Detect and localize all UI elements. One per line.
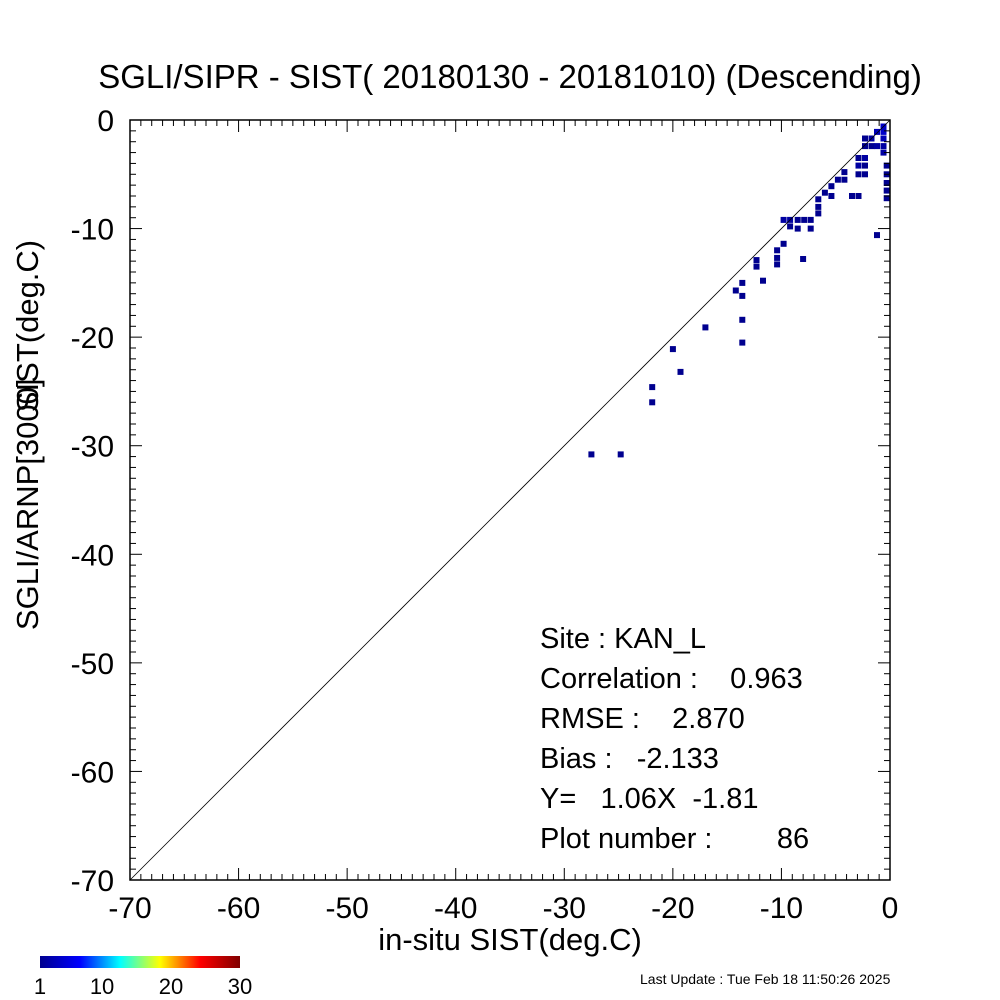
data-point-35	[841, 169, 848, 176]
stat-rmse: RMSE : 2.870	[540, 703, 745, 735]
stat-site: Site : KAN_L	[540, 623, 706, 655]
y-tick-label: 0	[97, 105, 114, 138]
data-point-50	[874, 143, 880, 150]
data-point-12	[753, 257, 760, 264]
y-axis-label-line-1: SGLI/ARNP[3000]	[10, 379, 45, 631]
data-point-29	[815, 203, 822, 210]
colorbar-tick-label: 10	[90, 974, 114, 999]
data-point-39	[855, 162, 862, 169]
chart-title: SGLI/SIPR - SIST( 20180130 - 20181010) (…	[98, 58, 922, 95]
tick-layer	[129, 119, 891, 881]
y-axis-label-line-2: SIST(deg.C)	[10, 240, 45, 412]
data-point-5	[677, 368, 684, 375]
y-tick-label: -20	[71, 322, 114, 355]
data-point-7	[732, 287, 739, 294]
data-point-38	[855, 155, 862, 161]
data-point-31	[821, 189, 828, 196]
stat-bias: Bias : -2.133	[540, 743, 719, 775]
data-point-61	[883, 195, 890, 202]
data-point-20	[787, 223, 794, 230]
stat-plot-number: Plot number : 86	[540, 823, 809, 855]
stat-regression: Y= 1.06X -1.81	[540, 783, 758, 815]
data-point-37	[849, 193, 855, 199]
data-point-56	[880, 149, 887, 156]
data-point-34	[834, 176, 841, 183]
stats-box: Site : KAN_L Correlation : 0.963 RMSE : …	[540, 623, 809, 855]
data-point-1	[617, 451, 624, 458]
data-point-43	[862, 143, 868, 150]
data-point-22	[794, 216, 801, 223]
data-point-4	[669, 346, 676, 353]
data-point-15	[774, 247, 781, 254]
data-point-59	[883, 180, 890, 186]
data-point-46	[862, 171, 868, 178]
data-point-45	[862, 162, 868, 169]
data-point-36	[841, 176, 848, 183]
data-point-23	[794, 225, 801, 232]
y-axis-label: SGLI/ARNP[3000] SIST(deg.C)	[10, 240, 45, 630]
data-point-33	[828, 193, 835, 199]
data-point-42	[862, 135, 868, 142]
data-point-8	[739, 279, 746, 286]
data-point-30	[815, 210, 822, 217]
data-point-28	[815, 196, 822, 203]
data-point-16	[774, 254, 781, 261]
data-point-18	[780, 240, 787, 247]
data-point-13	[753, 263, 760, 270]
data-point-24	[800, 256, 807, 262]
y-tick-label: -40	[71, 539, 114, 572]
data-point-54	[880, 135, 887, 142]
x-tick-label: -60	[217, 892, 260, 925]
data-point-25	[801, 216, 808, 223]
colorbar-tick-label: 20	[159, 974, 183, 999]
x-tick-label: -40	[434, 892, 477, 925]
stat-correlation: Correlation : 0.963	[540, 663, 803, 695]
x-tick-label: -70	[108, 892, 151, 925]
data-point-44	[862, 155, 868, 161]
x-tick-label: -20	[651, 892, 694, 925]
x-tick-label: 0	[882, 892, 899, 925]
colorbar-tick-label: 30	[228, 974, 252, 999]
last-update-text: Last Update : Tue Feb 18 11:50:26 2025	[640, 971, 891, 987]
tick-label-layer: -70 -60 -50 -40 -30 -20 -10 0 0 -10 -20 -30 -40 -50 -6…	[71, 105, 899, 925]
x-tick-label: -30	[543, 892, 586, 925]
data-point-32	[828, 183, 835, 190]
data-point-11	[739, 339, 746, 346]
data-point-19	[780, 216, 787, 223]
one-to-one-line	[129, 119, 891, 881]
data-point-40	[855, 171, 862, 178]
data-point-3	[649, 399, 656, 406]
y-tick-label: -70	[71, 865, 114, 898]
x-axis-label: in-situ SIST(deg.C)	[378, 922, 642, 957]
colorbar-gradient	[40, 956, 240, 968]
data-point-26	[807, 216, 814, 223]
colorbar-labels: 1 10 20 30	[34, 974, 252, 999]
data-point-14	[760, 277, 766, 284]
data-point-10	[739, 316, 746, 323]
data-point-55	[880, 143, 887, 150]
data-point-57	[883, 162, 890, 169]
data-point-49	[874, 128, 880, 135]
colorbar: 1 10 20 30	[34, 956, 252, 999]
y-tick-label: -30	[71, 431, 114, 464]
y-tick-label: -60	[71, 756, 114, 789]
marks-layer	[588, 123, 890, 458]
y-tick-label: -10	[71, 214, 114, 247]
data-point-48	[868, 143, 875, 150]
y-tick-label: -50	[71, 648, 114, 681]
data-point-60	[883, 187, 890, 194]
data-point-9	[739, 292, 746, 299]
colorbar-tick-label: 1	[34, 974, 46, 999]
data-point-27	[807, 225, 814, 232]
data-point-2	[649, 384, 656, 391]
data-point-51	[874, 232, 880, 239]
x-tick-label: -10	[760, 892, 803, 925]
data-point-17	[774, 261, 781, 268]
data-point-41	[855, 193, 862, 199]
data-point-53	[880, 128, 887, 135]
data-point-0	[588, 451, 595, 458]
data-point-6	[702, 324, 709, 331]
x-tick-label: -50	[325, 892, 368, 925]
